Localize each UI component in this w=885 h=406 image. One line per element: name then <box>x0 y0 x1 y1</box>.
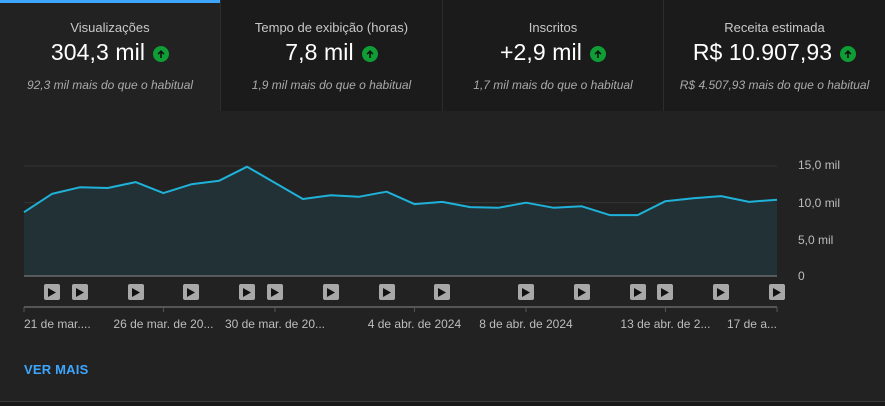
tab-value: R$ 10.907,93 <box>692 39 833 65</box>
tab-label: Inscritos <box>528 20 578 35</box>
x-tick-label: 21 de mar.... <box>24 317 91 331</box>
tab-value-row: +2,9 mil <box>443 39 663 66</box>
video-marker-play-icon[interactable] <box>71 284 88 300</box>
video-marker-play-icon[interactable] <box>378 284 395 300</box>
y-tick-label: 0 <box>798 269 805 283</box>
arrow-up-circle-icon <box>589 45 606 62</box>
tab-value-row: 304,3 mil <box>0 39 220 66</box>
metric-tabs: Visualizações 304,3 mil 92,3 mil mais do… <box>0 0 885 111</box>
video-marker-play-icon[interactable] <box>267 284 283 300</box>
video-marker-play-icon[interactable] <box>239 284 256 300</box>
tab-value-row: R$ 10.907,93 <box>664 39 885 66</box>
panel-bottom-border <box>0 401 885 406</box>
arrow-up-circle-icon <box>361 45 378 62</box>
chart-plot[interactable] <box>0 111 885 341</box>
video-marker-play-icon[interactable] <box>183 284 200 300</box>
x-tick-label: 4 de abr. de 2024 <box>367 317 462 331</box>
tab-watch-time[interactable]: Tempo de exibição (horas) 7,8 mil 1,9 mi… <box>221 0 443 111</box>
tab-value: 304,3 mil <box>50 39 146 65</box>
video-marker-play-icon[interactable] <box>127 284 144 300</box>
tab-value: +2,9 mil <box>500 39 582 65</box>
x-tick-label: 30 de mar. de 20... <box>224 317 326 331</box>
tab-subscribers[interactable]: Inscritos +2,9 mil 1,7 mil mais do que o… <box>443 0 664 111</box>
x-tick-label: 13 de abr. de 2... <box>620 317 711 331</box>
tab-label: Tempo de exibição (horas) <box>254 20 409 35</box>
tab-views[interactable]: Visualizações 304,3 mil 92,3 mil mais do… <box>0 0 221 111</box>
views-line <box>23 165 778 217</box>
tab-estimated-revenue[interactable]: Receita estimada R$ 10.907,93 R$ 4.507,9… <box>664 0 885 111</box>
tab-comparison: 92,3 mil mais do que o habitual <box>26 78 194 92</box>
arrow-up-circle-icon <box>153 45 170 62</box>
tab-comparison: 1,9 mil mais do que o habitual <box>251 78 412 92</box>
x-tick-label: 8 de abr. de 2024 <box>479 317 573 331</box>
video-marker-play-icon[interactable] <box>713 284 730 300</box>
tab-comparison: 1,7 mil mais do que o habitual <box>473 78 633 92</box>
views-chart[interactable]: 15,0 mil 10,0 mil 5,0 mil 0 21 de mar...… <box>0 111 885 341</box>
see-more-button[interactable]: VER MAIS <box>24 362 89 377</box>
y-tick-label: 5,0 mil <box>798 233 834 247</box>
y-tick-label: 15,0 mil <box>798 158 841 172</box>
video-marker-play-icon[interactable] <box>629 284 646 300</box>
tab-comparison: R$ 4.507,93 mais do que o habitual <box>679 78 870 92</box>
area-fill <box>24 166 777 276</box>
video-marker-play-icon[interactable] <box>769 284 785 300</box>
tab-value-row: 7,8 mil <box>221 39 442 66</box>
x-tick-label: 26 de mar. de 20... <box>113 317 214 331</box>
video-marker-play-icon[interactable] <box>573 284 590 300</box>
video-marker-play-icon[interactable] <box>518 284 534 300</box>
video-marker-play-icon[interactable] <box>434 284 451 300</box>
video-marker-play-icon[interactable] <box>322 284 339 300</box>
tab-value: 7,8 mil <box>285 39 354 65</box>
tab-label: Receita estimada <box>724 20 825 35</box>
chart-panel: 15,0 mil 10,0 mil 5,0 mil 0 21 de mar...… <box>0 111 885 401</box>
x-tick-label: 17 de a... <box>726 317 777 331</box>
y-tick-label: 10,0 mil <box>798 196 841 210</box>
video-marker-play-icon[interactable] <box>657 284 674 300</box>
video-marker-play-icon[interactable] <box>43 284 60 300</box>
tab-label: Visualizações <box>70 20 150 35</box>
arrow-up-circle-icon <box>840 45 857 62</box>
